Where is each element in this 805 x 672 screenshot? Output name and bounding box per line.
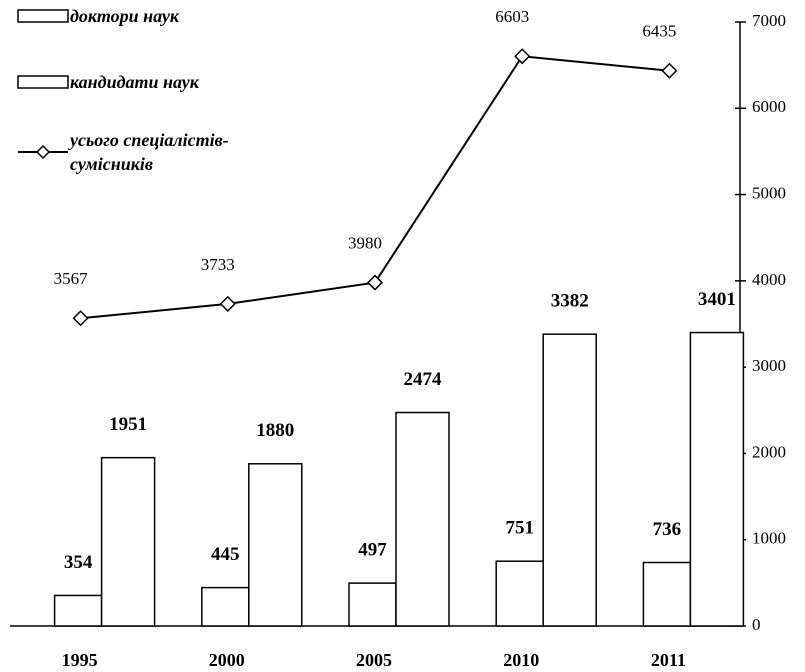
line-value-label: 3567 [54, 269, 89, 288]
x-tick-label: 2005 [356, 650, 392, 670]
bar [201, 586, 250, 627]
bar [248, 463, 303, 627]
bar [542, 333, 597, 627]
line-value-label: 3733 [201, 255, 235, 274]
bar [689, 331, 745, 627]
line-marker [661, 62, 678, 79]
line-marker [72, 310, 89, 327]
bar-value-label: 354 [64, 552, 93, 573]
y-tick-label: 4000 [752, 270, 786, 289]
line-marker [366, 274, 384, 291]
x-tick-label: 1995 [62, 650, 98, 670]
y-tick-label: 2000 [752, 442, 786, 461]
legend-swatch [17, 75, 69, 89]
bar [495, 560, 544, 627]
line-value-label: 6435 [642, 22, 676, 41]
bar-value-label: 3401 [698, 289, 736, 310]
y-tick-label: 6000 [752, 97, 786, 116]
legend-marker [35, 144, 51, 160]
bar [642, 561, 692, 627]
bar-value-label: 736 [653, 519, 682, 540]
bar [348, 582, 397, 627]
y-tick-label: 0 [752, 615, 761, 634]
y-tick-label: 7000 [752, 11, 786, 30]
bar [53, 594, 103, 627]
line-value-label: 3980 [348, 233, 382, 252]
x-tick-label: 2010 [503, 650, 539, 670]
bar-value-label: 497 [358, 539, 387, 560]
legend-swatch [17, 9, 69, 23]
line-value-label: 6603 [495, 7, 529, 26]
bar [395, 411, 450, 627]
y-tick-label: 3000 [752, 356, 786, 375]
line-marker [219, 295, 236, 312]
y-tick-label: 1000 [752, 529, 786, 548]
bar-value-label: 1880 [256, 420, 294, 441]
bar-value-label: 3382 [551, 291, 589, 312]
y-tick-label: 5000 [752, 183, 786, 202]
x-tick-label: 2000 [209, 650, 245, 670]
bar-value-label: 1951 [109, 414, 147, 435]
x-tick-label: 2011 [651, 650, 686, 670]
bar-value-label: 751 [505, 518, 534, 539]
bar [100, 456, 156, 627]
bar-value-label: 445 [211, 544, 240, 565]
bar-value-label: 2474 [404, 369, 443, 390]
line-marker [514, 48, 531, 65]
